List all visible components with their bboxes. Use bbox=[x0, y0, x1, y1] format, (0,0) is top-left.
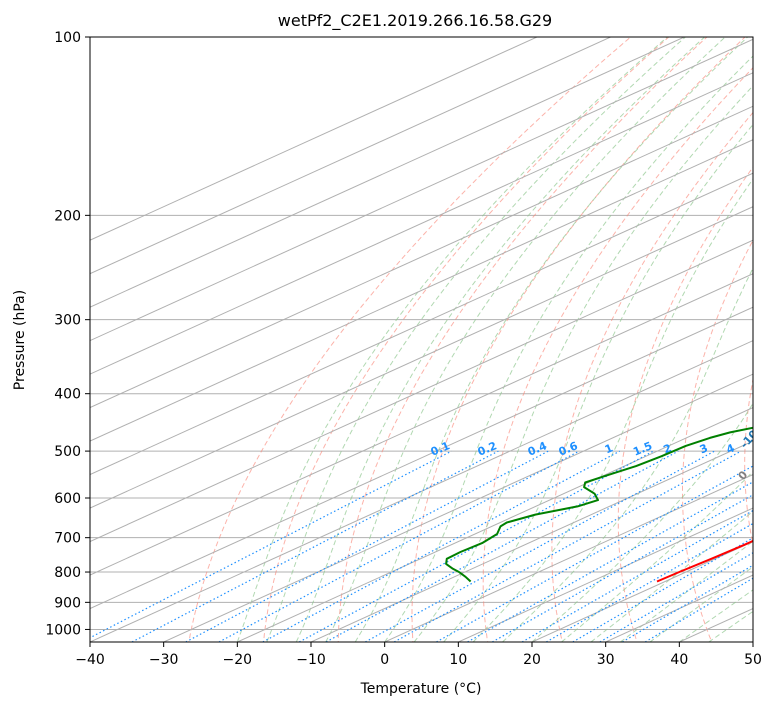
y-tick-label: 400 bbox=[54, 387, 81, 403]
isotherm-line bbox=[90, 72, 753, 375]
x-axis-label: Temperature (°C) bbox=[360, 681, 482, 697]
moist-adiabat-line bbox=[561, 470, 753, 642]
y-axis-label: Pressure (hPa) bbox=[12, 290, 28, 390]
isotherm-line bbox=[90, 38, 753, 342]
plot-frame bbox=[89, 36, 754, 643]
x-tick-label: −10 bbox=[296, 652, 326, 668]
moist-adiabat-line bbox=[266, 37, 686, 642]
mixing-ratio-label: 3 bbox=[698, 441, 710, 456]
pressure-gridlines bbox=[90, 37, 753, 630]
moist-adiabat-line bbox=[354, 37, 748, 642]
y-tick-label: 900 bbox=[54, 595, 81, 611]
x-tick-label: 50 bbox=[744, 652, 762, 668]
isotherm-line bbox=[90, 306, 753, 610]
y-tick-label: 700 bbox=[54, 531, 81, 547]
isotherm-line bbox=[90, 105, 753, 409]
isotherm-line bbox=[309, 440, 753, 642]
moist-adiabat-line bbox=[502, 266, 753, 642]
isotherms bbox=[90, 37, 753, 642]
moist-adiabat-line bbox=[590, 510, 753, 642]
x-tick-label: 30 bbox=[597, 652, 615, 668]
mixing-ratio-line bbox=[393, 450, 742, 642]
moist-adiabat-line bbox=[679, 589, 753, 642]
dry-adiabat-line bbox=[411, 37, 746, 642]
chart-title: wetPf2_C2E1.2019.266.16.58.G29 bbox=[278, 11, 552, 31]
moist-adiabat-line bbox=[325, 37, 726, 642]
y-tick-label: 500 bbox=[54, 444, 81, 460]
mixing-ratio-line bbox=[262, 450, 621, 642]
dry-adiabat-line bbox=[188, 37, 632, 642]
x-tick-label: 0 bbox=[380, 652, 389, 668]
mixing-ratio-line bbox=[545, 522, 753, 642]
moist-adiabat-line bbox=[384, 55, 753, 642]
mixing-ratio-line bbox=[436, 465, 753, 642]
mixing-ratio-line bbox=[365, 450, 715, 642]
isotherm-line bbox=[90, 239, 753, 543]
y-tick-label: 600 bbox=[54, 491, 81, 507]
moist-adiabat-line bbox=[236, 37, 668, 642]
x-tick-label: −30 bbox=[149, 652, 179, 668]
y-tick-label: 200 bbox=[54, 208, 81, 224]
y-tick-label: 300 bbox=[54, 313, 81, 329]
dry-adiabats bbox=[188, 37, 753, 642]
dry-adiabat-line bbox=[482, 67, 753, 642]
isotherm-label: 30 bbox=[758, 553, 775, 573]
isotherm-line bbox=[90, 206, 753, 509]
x-tick-label: 40 bbox=[670, 652, 688, 668]
mixing-ratio-label: 6 bbox=[763, 441, 775, 456]
isotherm-line bbox=[90, 139, 753, 442]
mixing-ratio-line bbox=[185, 450, 549, 642]
x-tick-label: 20 bbox=[523, 652, 541, 668]
mixing-ratio-line bbox=[90, 450, 452, 639]
y-tick-label: 100 bbox=[54, 30, 81, 46]
isotherm-label: -40 bbox=[757, 318, 775, 342]
mixing-ratio-lines bbox=[90, 450, 753, 642]
isotherm-label: 10 bbox=[760, 485, 775, 505]
isotherm-line bbox=[383, 474, 753, 642]
dry-adiabat-line bbox=[337, 37, 708, 642]
isotherm-line bbox=[90, 37, 539, 241]
mixing-ratio-line bbox=[131, 450, 499, 642]
moist-adiabats bbox=[236, 37, 753, 642]
isotherm-line bbox=[90, 273, 753, 576]
axis-ticks: −40 −30 −20 −10 0 10 20 30 40 50 100 200 300 400 500 60… bbox=[45, 30, 762, 668]
isotherm-line bbox=[236, 407, 753, 642]
moist-adiabat-line bbox=[472, 178, 753, 642]
y-tick-label: 1000 bbox=[45, 622, 81, 638]
moist-adiabat-line bbox=[443, 123, 753, 642]
moist-adiabat-line bbox=[295, 37, 705, 642]
profile-series bbox=[445, 426, 753, 583]
isotherm-label: -20 bbox=[749, 389, 772, 413]
dry-adiabat-line bbox=[682, 239, 753, 642]
dry-adiabat-line bbox=[262, 37, 670, 642]
isotherm-line bbox=[457, 507, 753, 642]
dry-adiabat-line bbox=[617, 166, 753, 642]
dry-adiabat-line bbox=[551, 111, 753, 642]
mixing-ratio-line bbox=[298, 450, 654, 642]
plot-area bbox=[90, 37, 753, 642]
isotherm-line bbox=[90, 340, 753, 642]
x-tick-label: −40 bbox=[75, 652, 105, 668]
y-tick-label: 800 bbox=[54, 565, 81, 581]
x-tick-label: 10 bbox=[449, 652, 467, 668]
isotherm-line bbox=[90, 37, 612, 275]
x-tick-label: −20 bbox=[223, 652, 253, 668]
mixing-ratio-label: 1 bbox=[603, 441, 615, 456]
isotherm-line bbox=[162, 373, 753, 642]
mixing-ratio-label: 2 bbox=[662, 441, 674, 456]
profile-series-line bbox=[445, 426, 753, 583]
isotherm-line bbox=[90, 172, 753, 476]
mixing-ratio-line bbox=[325, 450, 679, 642]
isotherm-label: 40 bbox=[770, 581, 775, 601]
isotherm-label: -30 bbox=[752, 354, 775, 378]
isotherm-label: 20 bbox=[754, 521, 774, 541]
isotherm-line bbox=[90, 37, 686, 308]
